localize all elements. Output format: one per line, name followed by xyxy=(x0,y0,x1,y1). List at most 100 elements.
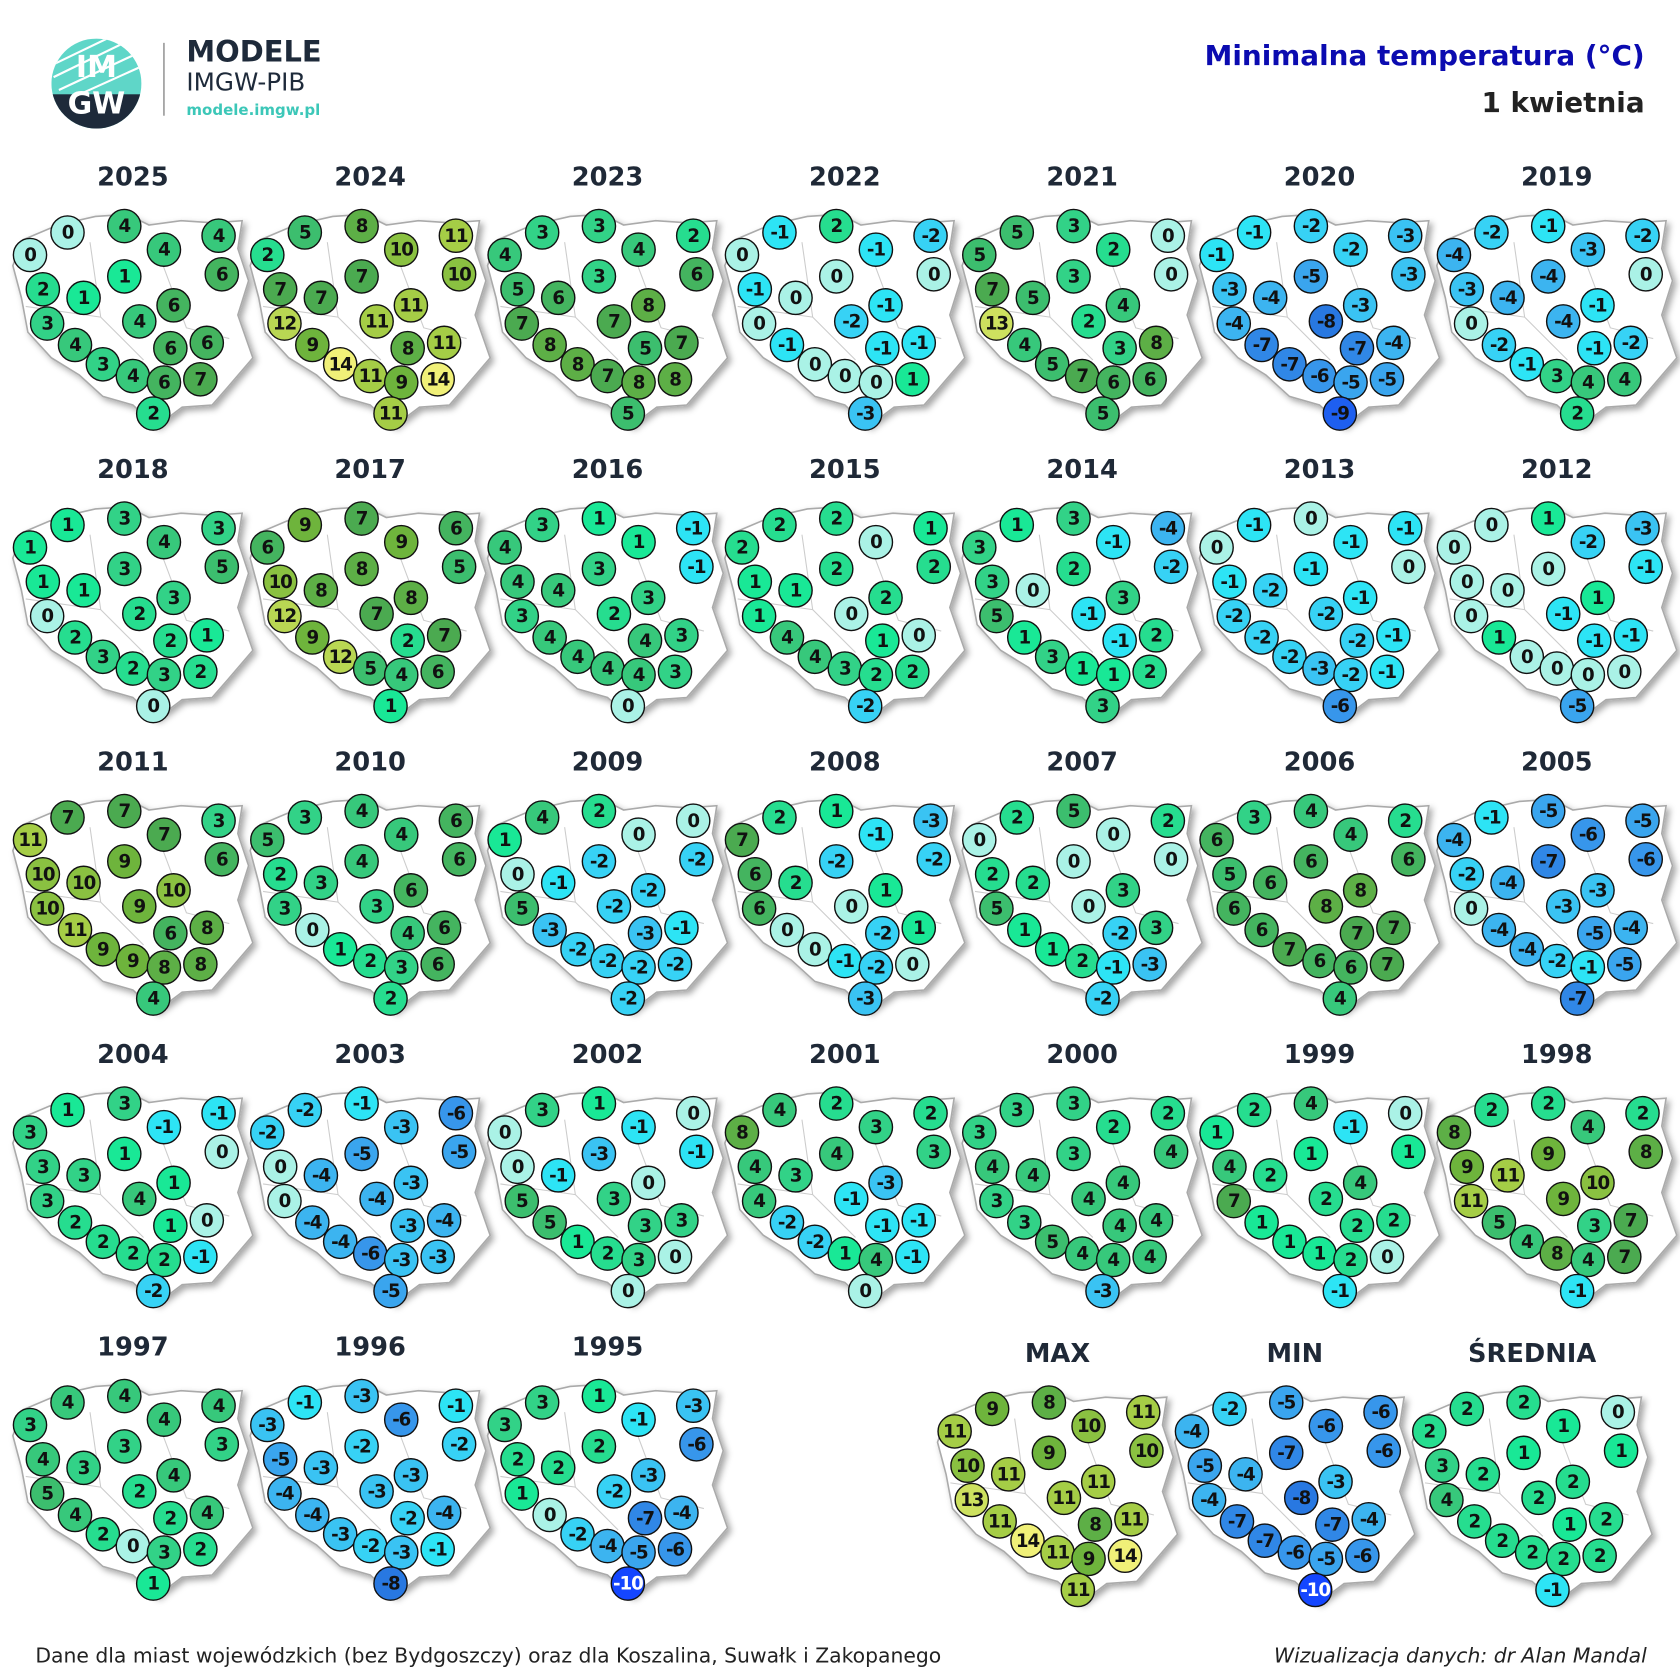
value-label: 0 xyxy=(1465,606,1477,627)
value-label: 4 xyxy=(356,852,368,873)
value-marker xyxy=(106,501,142,536)
value-marker xyxy=(627,915,663,951)
value-marker xyxy=(201,1095,236,1131)
value-marker xyxy=(762,800,797,835)
value-label: 6 xyxy=(691,264,703,285)
value-marker xyxy=(769,912,805,948)
value-label: -2 xyxy=(1093,989,1111,1010)
map: MIN-2 -5-6-6-4-6-7-5 -4 -3-4 -8-7 -4-7-7-6 -5-… xyxy=(1173,1339,1416,1608)
value-label: 7 xyxy=(1381,954,1393,975)
value-marker xyxy=(1293,259,1329,294)
value-marker xyxy=(66,865,101,901)
value-label: 1 xyxy=(593,1094,605,1115)
value-marker xyxy=(1333,657,1368,693)
value-marker xyxy=(1490,865,1525,901)
map: 2005-1 -5-6-5-4-6-7-2 -4 -30 -3-5 -4-4-4-2 -1-… xyxy=(1435,747,1678,1016)
value-marker xyxy=(1600,1394,1636,1430)
value-label: 2 xyxy=(364,951,376,972)
value-label: 2 xyxy=(69,1213,81,1234)
value-label: 3 xyxy=(1068,267,1080,288)
value-marker xyxy=(847,981,883,1016)
value-label: 1 xyxy=(168,1173,180,1194)
value-marker xyxy=(1308,889,1344,924)
value-marker xyxy=(627,1500,663,1536)
value-marker xyxy=(1187,1448,1223,1484)
value-label: 1 xyxy=(633,532,645,553)
value-marker xyxy=(1509,639,1545,675)
value-marker xyxy=(581,793,617,829)
value-marker xyxy=(50,1092,85,1128)
value-label: 6 xyxy=(432,662,444,683)
value-label: 4 xyxy=(1224,1157,1236,1178)
value-label: 1 xyxy=(499,830,511,851)
value-marker xyxy=(1411,1414,1447,1449)
value-label: 9 xyxy=(1461,1157,1473,1178)
value-marker xyxy=(679,841,714,877)
value-marker xyxy=(630,873,666,908)
value-marker xyxy=(1138,1203,1174,1238)
value-marker xyxy=(25,856,61,892)
value-label: 7 xyxy=(608,312,620,333)
value-label: 8 xyxy=(642,295,654,316)
value-label: 11 xyxy=(18,830,42,851)
value-label: -5 xyxy=(353,1144,371,1165)
value-marker xyxy=(1530,501,1566,536)
value-label: 4 xyxy=(69,335,81,356)
value-marker xyxy=(1308,1181,1344,1217)
value-marker xyxy=(818,551,854,587)
value-label: -4 xyxy=(1236,1464,1254,1485)
value-label: -2 xyxy=(1261,580,1279,601)
value-label: 4 xyxy=(499,538,511,559)
value-label: 1 xyxy=(1107,665,1119,686)
value-marker xyxy=(1105,873,1141,908)
value-label: 1 xyxy=(1493,628,1505,649)
value-marker xyxy=(675,1388,711,1424)
map: 2020 -1 -2 -2 -3 -1 -3 -5 -3 -4 -3 -4 -8 -7 -4 -7 -7 -6 -5… xyxy=(1198,162,1441,431)
value-label: -1 xyxy=(1220,572,1238,593)
value-label: -5 xyxy=(1568,696,1586,717)
value-marker xyxy=(581,551,617,587)
value-label: 4 xyxy=(1150,1210,1162,1231)
value-label: 4 xyxy=(512,572,524,593)
value-label: 1 xyxy=(925,518,937,539)
value-label: 3 xyxy=(870,1117,882,1138)
value-marker xyxy=(1247,1523,1283,1559)
value-label: 0 xyxy=(1461,572,1473,593)
value-label: 3 xyxy=(1117,588,1129,609)
value-marker xyxy=(741,891,777,926)
value-label: 9 xyxy=(395,532,407,553)
value-label: 5 xyxy=(262,830,274,851)
map: 2024 5 8 10 11 2 10 7 7 7 11 12 11 8 11 9 14 11 9 14 11 xyxy=(249,162,492,431)
value-label: 2 xyxy=(37,279,49,300)
value-marker xyxy=(1095,657,1131,693)
value-label: 4 xyxy=(830,1144,842,1165)
value-label: 11 xyxy=(444,226,468,247)
value-marker xyxy=(426,325,462,361)
value-marker xyxy=(1345,1538,1380,1574)
value-label: 5 xyxy=(516,1191,528,1212)
value-marker xyxy=(560,346,595,382)
value-marker xyxy=(1580,288,1615,323)
value-label: 2 xyxy=(1150,625,1162,646)
value-label: -1 xyxy=(903,1247,921,1268)
value-label: 1 xyxy=(118,267,130,288)
value-marker xyxy=(1105,1165,1141,1201)
value-marker xyxy=(895,1239,930,1275)
value-label: 2 xyxy=(97,1524,109,1545)
value-label: 4 xyxy=(1582,1250,1594,1271)
value-label: 1 xyxy=(62,515,74,536)
value-marker xyxy=(373,1566,408,1601)
value-label: 0 xyxy=(622,1281,634,1302)
value-marker xyxy=(146,817,182,852)
value-label: 0 xyxy=(928,264,940,285)
value-marker xyxy=(1369,654,1405,690)
value-marker xyxy=(1474,215,1509,250)
value-label: 2 xyxy=(1076,951,1088,972)
value-label: -3 xyxy=(353,1386,371,1407)
value-marker xyxy=(1366,1433,1402,1469)
value-marker xyxy=(581,259,617,294)
value-label: -1 xyxy=(867,240,885,261)
value-label: -2 xyxy=(361,1536,379,1557)
value-label: 2 xyxy=(165,1508,177,1529)
value-label: -2 xyxy=(1633,226,1651,247)
